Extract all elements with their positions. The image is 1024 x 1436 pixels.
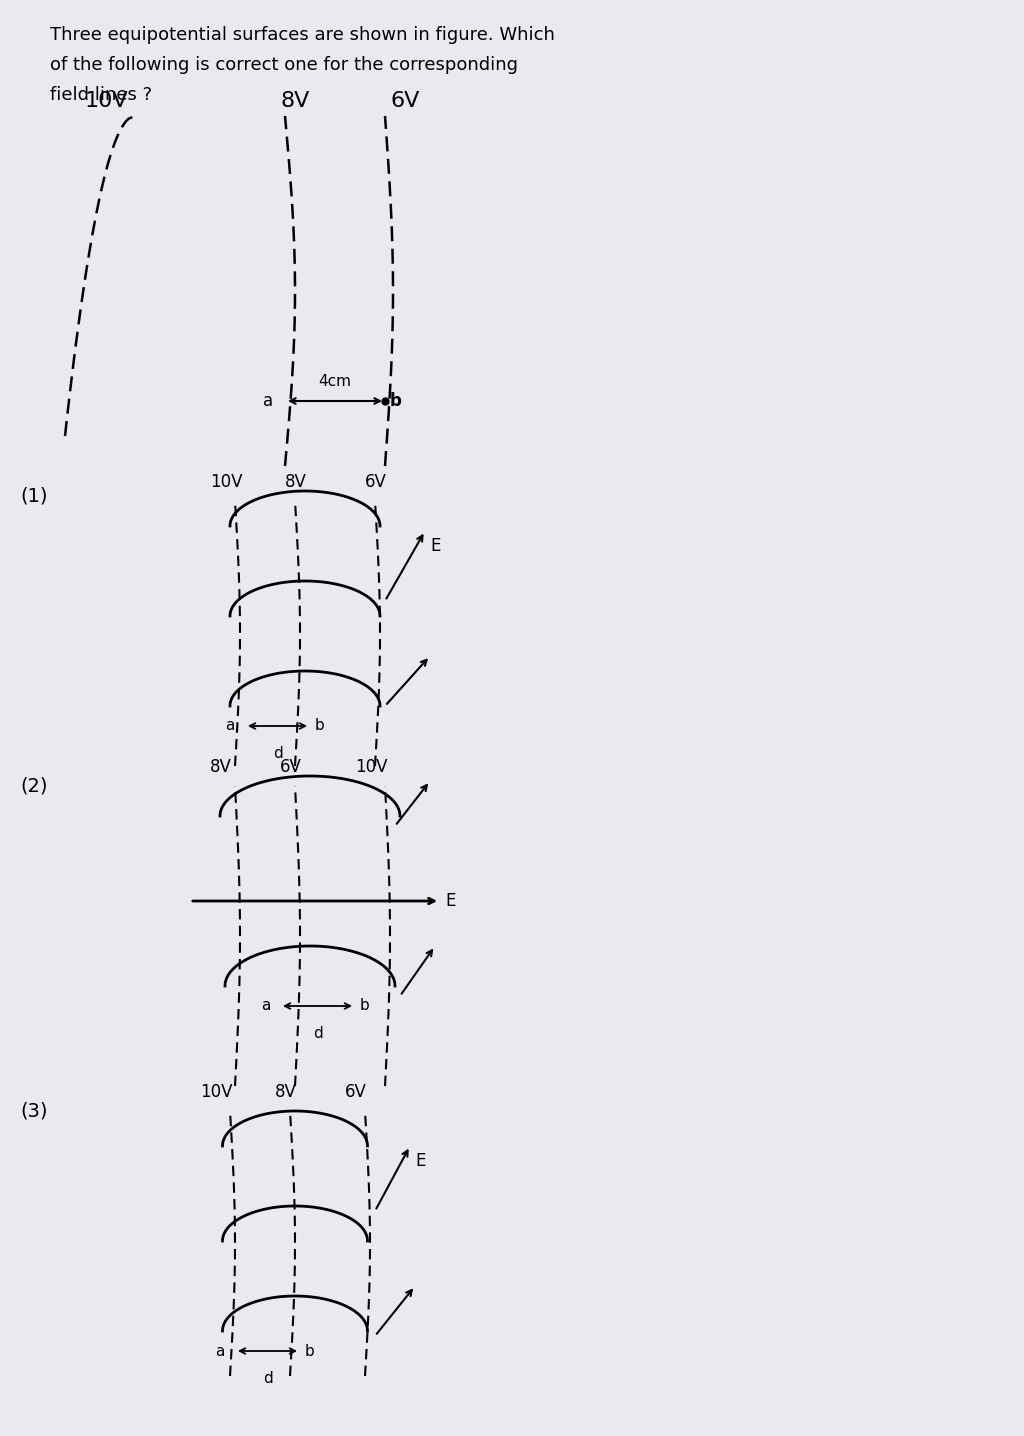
Text: 8V: 8V — [210, 758, 231, 775]
Text: 10V: 10V — [355, 758, 387, 775]
Text: 6V: 6V — [365, 472, 387, 491]
Text: a: a — [263, 392, 273, 411]
Text: b: b — [315, 718, 325, 734]
Text: b: b — [390, 392, 401, 411]
Text: E: E — [415, 1152, 425, 1170]
Text: 4cm: 4cm — [318, 373, 351, 389]
Text: 6V: 6V — [390, 90, 420, 111]
Text: d: d — [272, 745, 283, 761]
Text: b: b — [305, 1344, 314, 1358]
Text: a: a — [261, 998, 270, 1014]
Text: 10V: 10V — [85, 90, 129, 111]
Text: d: d — [262, 1371, 272, 1386]
Text: 8V: 8V — [275, 1083, 297, 1101]
Text: b: b — [360, 998, 370, 1014]
Text: d: d — [312, 1025, 323, 1041]
Text: E: E — [430, 537, 440, 554]
Text: a: a — [216, 1344, 225, 1358]
Text: 10V: 10V — [200, 1083, 232, 1101]
Text: 6V: 6V — [280, 758, 302, 775]
Text: E: E — [445, 892, 456, 910]
Text: (3): (3) — [20, 1101, 47, 1120]
Text: 8V: 8V — [285, 472, 307, 491]
Text: (1): (1) — [20, 487, 47, 505]
Text: a: a — [225, 718, 234, 734]
Text: of the following is correct one for the corresponding: of the following is correct one for the … — [50, 56, 518, 75]
Text: field lines ?: field lines ? — [50, 86, 153, 103]
Text: 10V: 10V — [210, 472, 243, 491]
Text: 8V: 8V — [280, 90, 309, 111]
Text: Three equipotential surfaces are shown in figure. Which: Three equipotential surfaces are shown i… — [50, 26, 555, 45]
Text: 6V: 6V — [345, 1083, 367, 1101]
Text: (2): (2) — [20, 777, 47, 796]
